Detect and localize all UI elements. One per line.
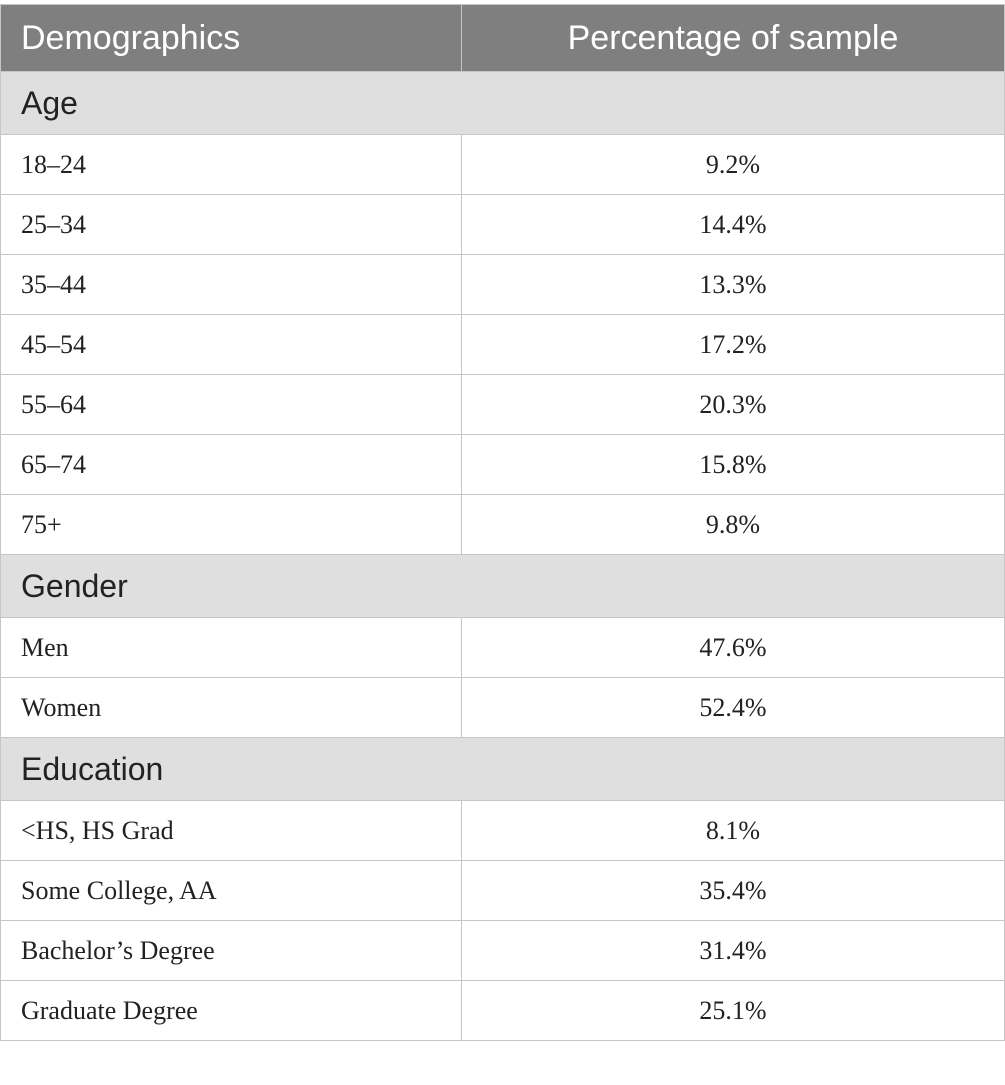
percentage-cell: 13.3% bbox=[461, 254, 1005, 315]
header-cell: Percentage of sample bbox=[461, 4, 1005, 72]
percentage-cell: 25.1% bbox=[461, 980, 1005, 1041]
percentage-cell: 17.2% bbox=[461, 314, 1005, 375]
category-cell: Some College, AA bbox=[0, 860, 462, 921]
page: Demographics Percentage of sample Age 18–… bbox=[0, 4, 1005, 1085]
data-row: 65–74 15.8% bbox=[0, 434, 1005, 495]
table-body: Age 18–24 9.2% 25–34 14.4% 35–44 13.3% 45–54 17.… bbox=[0, 71, 1005, 1041]
section-title: Gender bbox=[0, 554, 1005, 618]
category-cell: 25–34 bbox=[0, 194, 462, 255]
data-row: <HS, HS Grad 8.1% bbox=[0, 800, 1005, 861]
header-cell: Demographics bbox=[0, 4, 462, 72]
percentage-cell: 14.4% bbox=[461, 194, 1005, 255]
data-row: Some College, AA 35.4% bbox=[0, 860, 1005, 921]
demographics-table: Demographics Percentage of sample Age 18–… bbox=[0, 4, 1005, 1041]
data-row: 18–24 9.2% bbox=[0, 134, 1005, 195]
section-row: Age bbox=[0, 71, 1005, 135]
category-cell: 65–74 bbox=[0, 434, 462, 495]
section-title: Age bbox=[0, 71, 1005, 135]
data-row: 25–34 14.4% bbox=[0, 194, 1005, 255]
data-row: Women 52.4% bbox=[0, 677, 1005, 738]
percentage-cell: 31.4% bbox=[461, 920, 1005, 981]
category-cell: 75+ bbox=[0, 494, 462, 555]
section-row: Gender bbox=[0, 554, 1005, 618]
percentage-cell: 9.2% bbox=[461, 134, 1005, 195]
data-row: 45–54 17.2% bbox=[0, 314, 1005, 375]
section-title: Education bbox=[0, 737, 1005, 801]
category-cell: Women bbox=[0, 677, 462, 738]
percentage-cell: 15.8% bbox=[461, 434, 1005, 495]
category-cell: 18–24 bbox=[0, 134, 462, 195]
category-cell: Graduate Degree bbox=[0, 980, 462, 1041]
category-cell: 45–54 bbox=[0, 314, 462, 375]
section-row: Education bbox=[0, 737, 1005, 801]
percentage-cell: 20.3% bbox=[461, 374, 1005, 435]
data-row: Bachelor’s Degree 31.4% bbox=[0, 920, 1005, 981]
category-cell: Men bbox=[0, 617, 462, 678]
data-row: Men 47.6% bbox=[0, 617, 1005, 678]
percentage-cell: 8.1% bbox=[461, 800, 1005, 861]
data-row: Graduate Degree 25.1% bbox=[0, 980, 1005, 1041]
category-cell: <HS, HS Grad bbox=[0, 800, 462, 861]
category-cell: Bachelor’s Degree bbox=[0, 920, 462, 981]
percentage-cell: 47.6% bbox=[461, 617, 1005, 678]
category-cell: 35–44 bbox=[0, 254, 462, 315]
header-row: Demographics Percentage of sample bbox=[0, 4, 1005, 72]
percentage-cell: 9.8% bbox=[461, 494, 1005, 555]
data-row: 75+ 9.8% bbox=[0, 494, 1005, 555]
data-row: 35–44 13.3% bbox=[0, 254, 1005, 315]
category-cell: 55–64 bbox=[0, 374, 462, 435]
data-row: 55–64 20.3% bbox=[0, 374, 1005, 435]
percentage-cell: 35.4% bbox=[461, 860, 1005, 921]
percentage-cell: 52.4% bbox=[461, 677, 1005, 738]
